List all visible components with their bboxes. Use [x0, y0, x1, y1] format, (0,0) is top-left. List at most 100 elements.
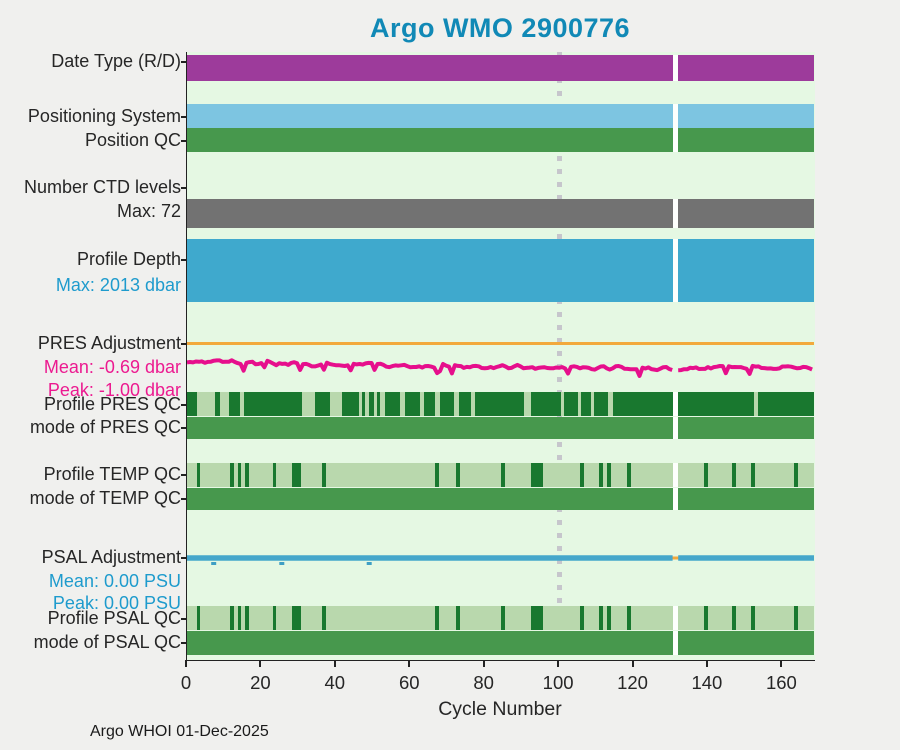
row-profile_pres_qc-bar: [187, 392, 814, 416]
qc-segment: [230, 463, 234, 487]
qc-segment: [220, 392, 229, 416]
qc-segment: [238, 463, 241, 487]
row-label: Date Type (R/D): [51, 51, 181, 72]
row-label: Profile Depth: [76, 249, 181, 270]
missing-cycles-gap: [672, 392, 679, 416]
x-tick-mark: [557, 660, 560, 667]
qc-segment: [435, 392, 441, 416]
row-label: Peak: -1.00 dbar: [47, 380, 181, 401]
plot-area: [186, 52, 815, 661]
x-tick-mark: [705, 660, 708, 667]
psal-outlier-mark: [211, 562, 217, 565]
missing-cycles-gap: [672, 631, 679, 655]
row-label: PSAL Adjustment: [41, 547, 181, 568]
qc-segment: [531, 463, 544, 487]
qc-segment: [329, 392, 343, 416]
qc-segment: [754, 392, 759, 416]
qc-segment: [751, 463, 756, 487]
x-tick-mark: [185, 660, 187, 667]
cycle-marker-line: [556, 52, 562, 660]
qc-segment: [364, 392, 369, 416]
y-tick-mark: [181, 404, 187, 406]
x-tick-mark: [333, 660, 336, 667]
row-label: mode of PRES QC: [29, 417, 181, 438]
missing-cycles-gap: [672, 104, 679, 128]
x-tick-label: 160: [765, 672, 797, 693]
x-tick-label: 80: [473, 672, 494, 693]
x-tick-label: 140: [691, 672, 723, 693]
qc-segment: [607, 606, 612, 630]
qc-segment: [419, 392, 424, 416]
row-label: mode of PSAL QC: [33, 632, 181, 653]
qc-segment: [245, 606, 250, 630]
missing-cycles-gap: [672, 417, 679, 439]
y-tick-mark: [181, 140, 187, 142]
qc-segment: [273, 606, 276, 630]
row-label: PRES Adjustment: [37, 333, 181, 354]
missing-cycles-gap: [672, 488, 679, 510]
qc-segment: [794, 463, 798, 487]
qc-segment: [456, 463, 461, 487]
psal-outlier-mark: [279, 562, 285, 565]
row-label: Positioning System: [27, 106, 181, 127]
qc-segment: [531, 606, 544, 630]
y-tick-mark: [181, 259, 187, 261]
psal-outlier-mark: [366, 562, 372, 565]
qc-segment: [524, 392, 532, 416]
row-label: Mean: -0.69 dbar: [43, 357, 181, 378]
pres-adjustment-line: [187, 358, 673, 378]
qc-segment: [704, 606, 709, 630]
qc-segment: [358, 392, 362, 416]
page-title: Argo WMO 2900776: [369, 13, 631, 43]
row-positioning_system-bar: [187, 104, 814, 128]
row-number_ctd_levels-bar: [187, 199, 814, 228]
x-tick-label: 20: [250, 672, 271, 693]
qc-segment: [579, 463, 584, 487]
qc-segment: [732, 606, 737, 630]
row-label: mode of TEMP QC: [29, 488, 181, 509]
row-label: Profile PRES QC: [43, 394, 181, 415]
qc-segment: [374, 392, 378, 416]
qc-segment: [591, 392, 595, 416]
x-tick-mark: [408, 660, 411, 667]
row-mode_pres_qc-bar: [187, 417, 814, 439]
qc-segment: [470, 392, 476, 416]
qc-segment: [578, 392, 582, 416]
qc-segment: [197, 463, 200, 487]
qc-segment: [627, 463, 632, 487]
qc-segment: [794, 606, 798, 630]
y-tick-mark: [181, 116, 187, 118]
qc-segment: [302, 392, 315, 416]
qc-segment: [732, 463, 737, 487]
missing-cycles-gap: [672, 463, 679, 487]
row-profile_psal_qc-bar: [187, 606, 814, 630]
qc-segment: [561, 392, 564, 416]
qc-segment: [197, 606, 200, 630]
qc-segment: [291, 606, 301, 630]
qc-segment: [501, 606, 506, 630]
row-position_qc-bar: [187, 128, 814, 152]
row-label: Profile PSAL QC: [47, 608, 181, 629]
row-label: Peak: 0.00 PSU: [52, 593, 181, 614]
x-tick-label: 40: [324, 672, 346, 693]
missing-cycles-gap: [672, 199, 679, 228]
y-tick-mark: [181, 61, 187, 63]
row-mode_psal_qc-bar: [187, 631, 814, 655]
qc-segment: [456, 606, 461, 630]
qc-segment: [435, 606, 439, 630]
y-tick-mark: [181, 427, 187, 429]
qc-segment: [627, 606, 632, 630]
qc-segment: [599, 463, 603, 487]
qc-segment: [400, 392, 406, 416]
qc-segment: [751, 606, 756, 630]
y-tick-mark: [181, 474, 187, 476]
row-label: Position QC: [84, 130, 181, 151]
qc-segment: [238, 606, 241, 630]
row-label: Number CTD levels: [23, 177, 181, 198]
qc-segment: [322, 463, 327, 487]
y-tick-mark: [181, 557, 187, 559]
credit-text: Argo WHOI 01-Dec-2025: [90, 723, 269, 740]
x-tick-label: 0: [180, 672, 192, 693]
qc-segment: [599, 606, 603, 630]
